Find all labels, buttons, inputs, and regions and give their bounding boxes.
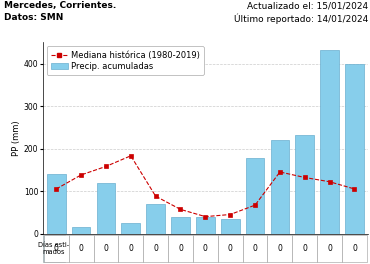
Text: 0: 0 [253, 244, 258, 253]
Text: 0: 0 [327, 244, 332, 253]
Bar [47, 174, 65, 234]
Bar [168, 235, 193, 262]
Bar [246, 158, 265, 234]
Bar [69, 235, 94, 262]
Bar [146, 204, 165, 234]
Legend: Mediana histórica (1980-2019), Precip. acumuladas: Mediana histórica (1980-2019), Precip. a… [47, 46, 204, 75]
Bar [44, 235, 69, 262]
Bar [171, 217, 190, 234]
Text: 0: 0 [302, 244, 307, 253]
Bar [94, 235, 118, 262]
Bar [221, 219, 239, 234]
Bar [193, 235, 218, 262]
Bar [97, 183, 115, 234]
Text: 0: 0 [228, 244, 233, 253]
Text: 0: 0 [54, 244, 59, 253]
Y-axis label: PP (mm): PP (mm) [12, 120, 21, 156]
Text: 0: 0 [128, 244, 133, 253]
Text: 0: 0 [79, 244, 84, 253]
Text: 0: 0 [203, 244, 208, 253]
Bar [296, 135, 314, 234]
Bar [118, 235, 143, 262]
Bar [121, 223, 140, 234]
Bar [218, 235, 243, 262]
Bar [292, 235, 317, 262]
Text: 0: 0 [278, 244, 282, 253]
Bar [317, 235, 342, 262]
Text: Actualizado el: 15/01/2024
Último reportado: 14/01/2024: Actualizado el: 15/01/2024 Último report… [234, 1, 368, 24]
Bar [43, 235, 65, 262]
Bar [342, 235, 367, 262]
Bar [270, 140, 289, 234]
Bar [196, 217, 215, 234]
Bar [268, 235, 292, 262]
Text: Mercedes, Corrientes.
Datos: SMN: Mercedes, Corrientes. Datos: SMN [4, 1, 116, 22]
Bar [72, 227, 90, 234]
Text: 0: 0 [352, 244, 357, 253]
Text: Días esti-
mados: Días esti- mados [38, 242, 69, 255]
Text: 0: 0 [178, 244, 183, 253]
Bar [143, 235, 168, 262]
Text: 0: 0 [153, 244, 158, 253]
Bar [345, 64, 364, 234]
Bar [243, 235, 268, 262]
Bar [320, 50, 339, 234]
Text: 0: 0 [104, 244, 108, 253]
